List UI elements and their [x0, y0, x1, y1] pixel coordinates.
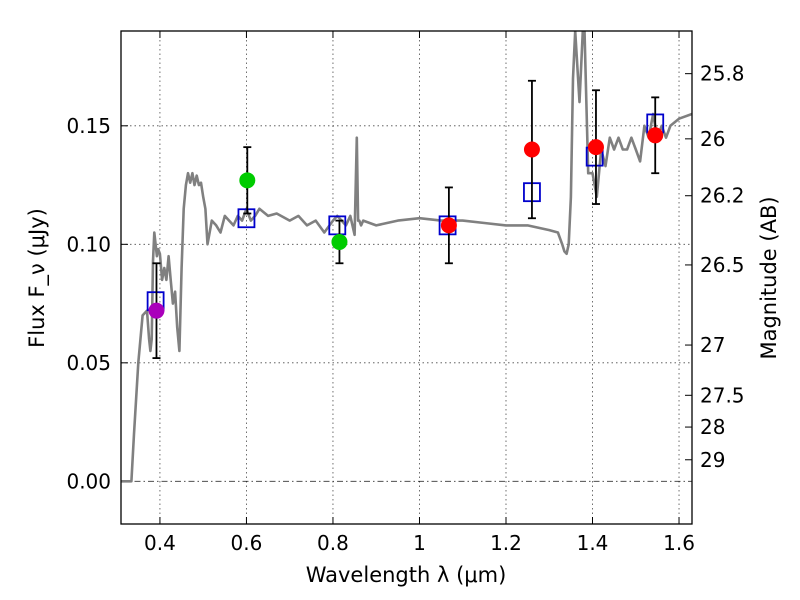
ticks-layer [121, 31, 692, 524]
labels-layer: 0.4 0.6 0.8 1 1.2 1.4 1.6 0.00 0.05 0.10 0.15 25.8 2… [66, 62, 744, 555]
magnitude-tick-label: 26.5 [700, 253, 745, 277]
plot-area [121, 31, 692, 483]
plot-frame [120, 30, 693, 525]
plot-background [121, 31, 692, 524]
observed-flux-point [647, 127, 664, 144]
magnitude-tick-label: 26 [700, 127, 725, 151]
observed-flux-point [440, 217, 457, 234]
observed-flux-point [523, 141, 540, 158]
magnitude-tick-label: 27.5 [700, 383, 745, 407]
observed-flux-point [587, 139, 604, 156]
grid-layer [121, 31, 692, 524]
y-tick-label: 0.10 [66, 232, 111, 256]
x-tick-label: 0.8 [317, 531, 349, 555]
x-tick-label: 1.2 [490, 531, 522, 555]
x-tick-label: 0.6 [231, 531, 263, 555]
magnitude-tick-label: 26.2 [700, 184, 745, 208]
magnitude-tick-label: 29 [700, 448, 725, 472]
x-tick-label: 1 [413, 531, 426, 555]
y-axis-label: Flux F_ν (μJy) [25, 208, 50, 348]
x-axis-label: Wavelength λ (μm) [306, 563, 507, 587]
magnitude-tick-label: 28 [700, 415, 725, 439]
x-tick-label: 1.6 [663, 531, 695, 555]
x-tick-label: 0.4 [144, 531, 176, 555]
y-tick-label: 0.05 [66, 351, 111, 375]
observed-flux-point [331, 233, 348, 250]
x-tick-label: 1.4 [577, 531, 609, 555]
series-layer [146, 79, 665, 359]
observed-flux-point [148, 302, 165, 319]
magnitude-tick-label: 27 [700, 333, 725, 357]
y-tick-label: 0.15 [66, 114, 111, 138]
observed-flux-point [239, 172, 256, 189]
y2-axis-label: Magnitude (AB) [757, 196, 781, 359]
y-tick-label: 0.00 [66, 469, 111, 493]
magnitude-tick-label: 25.8 [700, 62, 745, 86]
